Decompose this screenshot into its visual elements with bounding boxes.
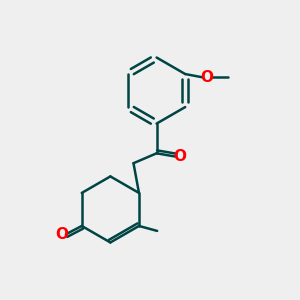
Text: O: O <box>56 227 68 242</box>
Text: O: O <box>173 149 186 164</box>
Text: O: O <box>200 70 213 85</box>
